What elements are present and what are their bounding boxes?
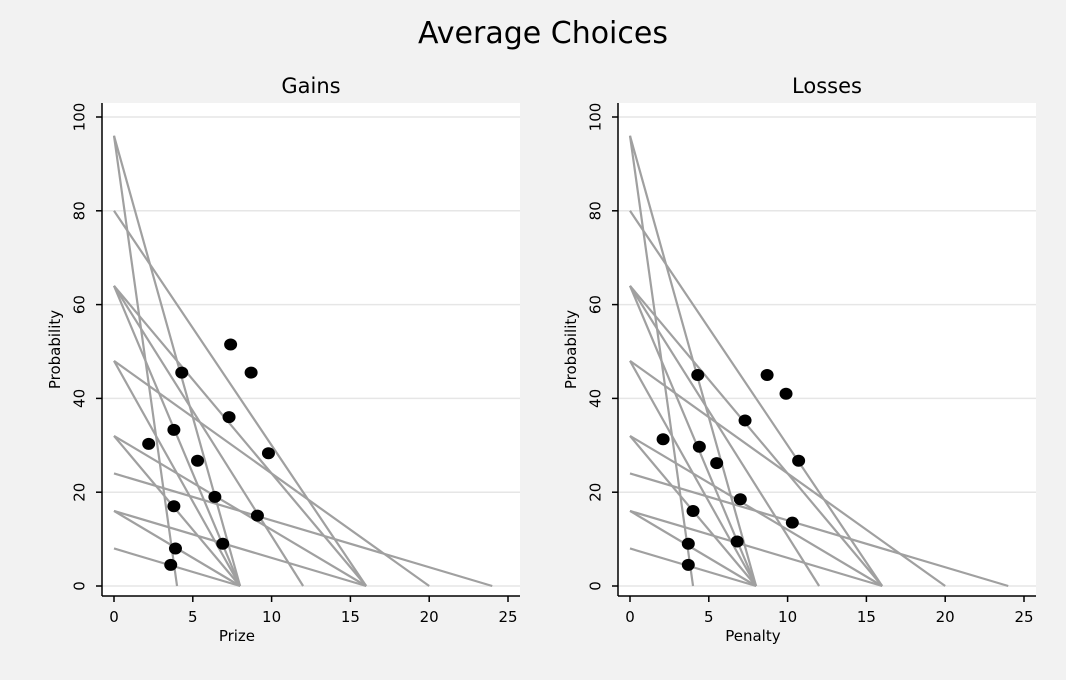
plot-area	[102, 103, 520, 596]
y-tick-label: 80	[71, 201, 89, 220]
y-tick-label: 100	[71, 103, 89, 132]
x-tick-label: 10	[778, 608, 797, 626]
budget-line	[113, 285, 305, 587]
data-point	[681, 537, 695, 550]
figure-title: Average Choices	[418, 16, 668, 51]
budget-line	[113, 547, 241, 588]
budget-line	[112, 285, 242, 587]
x-tick-label: 0	[625, 608, 635, 626]
budget-line	[629, 285, 821, 587]
data-point	[733, 493, 747, 506]
budget-line	[629, 510, 757, 587]
data-point	[224, 338, 238, 351]
data-point	[760, 368, 774, 381]
data-point	[730, 535, 744, 548]
panel-title: Losses	[792, 74, 862, 98]
data-point	[142, 437, 156, 450]
data-point	[175, 366, 189, 379]
data-point	[656, 433, 670, 446]
data-point	[710, 457, 724, 470]
x-tick-label: 10	[262, 608, 281, 626]
x-tick-label: 20	[936, 608, 955, 626]
data-point	[691, 368, 705, 381]
y-tick-label: 20	[71, 483, 89, 502]
budget-line	[629, 210, 884, 587]
budget-line	[113, 472, 493, 588]
panel-gains: 0 20 40 60 80 100 0 5 10 15 20 25 Gains Prize Probabil…	[46, 74, 520, 645]
y-tick-label: 20	[587, 483, 605, 502]
data-point	[250, 509, 264, 522]
data-point	[164, 558, 178, 571]
data-point	[681, 558, 695, 571]
data-point	[191, 454, 205, 467]
x-tick-label: 0	[109, 608, 119, 626]
x-axis-label: Prize	[219, 627, 255, 645]
x-tick-label: 20	[420, 608, 439, 626]
data-point	[222, 411, 236, 424]
data-point	[686, 504, 700, 517]
budget-line	[113, 359, 430, 587]
data-point	[167, 423, 181, 436]
y-tick-label: 0	[71, 581, 89, 591]
x-axis-label: Penalty	[725, 627, 780, 645]
data-point	[168, 542, 182, 555]
data-point	[261, 447, 275, 460]
y-axis-label: Probability	[562, 310, 580, 389]
x-tick-label: 15	[857, 608, 876, 626]
panel-title: Gains	[281, 74, 340, 98]
data-point	[692, 440, 706, 453]
y-tick-label: 40	[71, 389, 89, 408]
budget-line	[629, 359, 946, 587]
y-tick-label: 100	[587, 103, 605, 132]
y-tick-label: 40	[587, 389, 605, 408]
data-point	[779, 387, 793, 400]
x-tick-label: 25	[498, 608, 517, 626]
x-tick-label: 5	[704, 608, 714, 626]
budget-line	[629, 472, 1009, 588]
panel-losses: 0 20 40 60 80 100 0 5 10 15 20 25 Losses Penalty Proba…	[562, 74, 1036, 645]
data-point	[738, 414, 752, 427]
y-tick-label: 0	[587, 581, 605, 591]
y-axis-label: Probability	[46, 310, 64, 389]
y-tick-label: 60	[587, 295, 605, 314]
x-tick-label: 5	[188, 608, 198, 626]
budget-line	[113, 509, 367, 588]
data-point	[208, 490, 222, 503]
y-tick-label: 80	[587, 201, 605, 220]
budget-line	[629, 509, 883, 588]
y-tick-label: 60	[71, 295, 89, 314]
data-point	[244, 366, 258, 379]
data-point	[216, 537, 230, 550]
x-tick-label: 15	[341, 608, 360, 626]
data-point	[167, 500, 181, 513]
budget-line	[113, 210, 368, 587]
data-point	[785, 516, 799, 529]
data-point	[792, 454, 806, 467]
x-tick-label: 25	[1014, 608, 1033, 626]
